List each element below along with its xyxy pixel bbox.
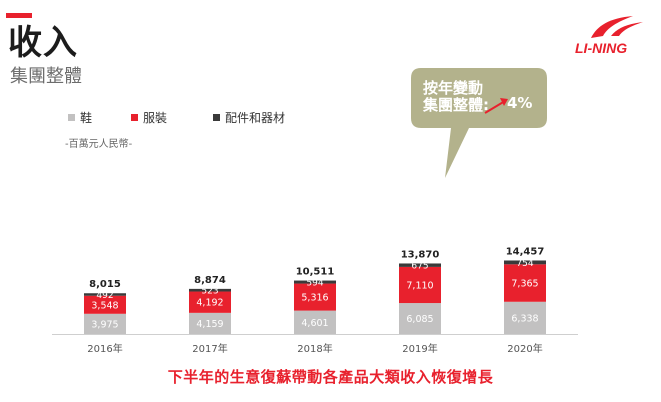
bar-footwear-0 <box>84 313 126 334</box>
bar-equipment-2 <box>294 280 336 284</box>
li-ning-swoosh-icon <box>591 16 643 38</box>
bar-label-equipment-2: 594 <box>306 279 323 289</box>
bar-label-equipment-1: 523 <box>201 287 218 297</box>
x-tick-label-3: 2019年 <box>402 342 437 355</box>
footer-summary: 下半年的生意復蘇帶動各產品大類收入恢復增長 <box>167 368 494 386</box>
bar-total-label-0: 8,015 <box>89 279 121 290</box>
bar-label-equipment-3: 675 <box>411 262 428 272</box>
logo-wordmark: LI-NING <box>575 40 628 56</box>
bar-equipment-0 <box>84 293 126 296</box>
yoy-change-callout: 按年變動 集團整體: 4% <box>411 68 547 181</box>
callout-line2: 集團整體: <box>423 96 489 114</box>
bar-total-label-3: 13,870 <box>401 249 440 260</box>
callout-line1: 按年變動 <box>423 79 484 97</box>
bar-apparel-4 <box>504 264 546 302</box>
bar-label-apparel-0: 3,548 <box>91 300 118 311</box>
x-tick-label-2: 2018年 <box>297 342 332 355</box>
page-title: 收入 <box>8 23 78 63</box>
bar-total-label-1: 8,874 <box>194 275 226 286</box>
legend-footwear: 鞋 <box>68 109 92 126</box>
bar-apparel-0 <box>84 295 126 314</box>
x-tick-label-0: 2016年 <box>87 342 122 355</box>
callout-bubble <box>411 68 547 178</box>
bar-footwear-4 <box>504 301 546 334</box>
x-tick-label-1: 2017年 <box>192 342 227 355</box>
bar-label-footwear-4: 6,338 <box>511 313 538 324</box>
legend-label-equipment: 配件和器材 <box>225 111 286 125</box>
legend-swatch-equipment <box>213 114 220 121</box>
legend-equipment: 配件和器材 <box>213 109 285 126</box>
bar-footwear-3 <box>399 303 441 334</box>
bar-label-apparel-1: 4,192 <box>196 298 223 309</box>
bar-label-footwear-0: 3,975 <box>91 319 118 330</box>
page-subtitle: 集團整體 <box>10 66 82 87</box>
bar-equipment-1 <box>189 288 231 292</box>
bar-equipment-4 <box>504 260 546 265</box>
bar-label-equipment-4: 754 <box>516 259 533 269</box>
bar-apparel-2 <box>294 283 336 311</box>
bar-label-apparel-4: 7,365 <box>511 279 538 290</box>
callout-value: 4% <box>507 94 533 112</box>
legend-apparel: 服裝 <box>131 109 167 126</box>
bar-label-apparel-2: 5,316 <box>301 293 328 304</box>
bar-equipment-3 <box>399 263 441 267</box>
bar-apparel-1 <box>189 291 231 313</box>
bar-label-footwear-3: 6,085 <box>406 314 433 325</box>
legend-swatch-apparel <box>131 114 138 121</box>
bar-label-footwear-2: 4,601 <box>301 318 328 329</box>
bar-total-label-4: 14,457 <box>506 246 545 257</box>
legend-label-apparel: 服裝 <box>143 111 168 125</box>
li-ning-logo: LI-NING <box>575 14 659 56</box>
title-accent-bar <box>6 13 32 18</box>
x-tick-label-4: 2020年 <box>507 342 542 355</box>
bar-label-equipment-0: 492 <box>96 291 113 301</box>
legend-swatch-footwear <box>68 114 75 121</box>
bar-footwear-2 <box>294 310 336 334</box>
bar-label-apparel-3: 7,110 <box>406 280 433 291</box>
legend-label-footwear: 鞋 <box>80 111 93 125</box>
bar-footwear-1 <box>189 312 231 334</box>
bar-apparel-3 <box>399 266 441 304</box>
bar-label-footwear-1: 4,159 <box>196 319 223 330</box>
unit-note: -百萬元人民幣- <box>65 139 133 150</box>
bar-total-label-2: 10,511 <box>296 267 335 278</box>
